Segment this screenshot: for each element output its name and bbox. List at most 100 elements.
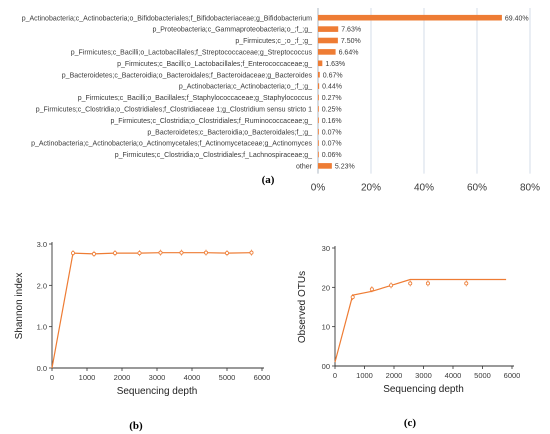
- x-tick-label: 1000: [356, 371, 373, 380]
- chart-a-bar: [318, 14, 502, 21]
- chart-a-value-label: 0.67%: [323, 72, 343, 79]
- data-point: [249, 250, 254, 255]
- chart-a-bar: [318, 37, 338, 44]
- data-point: [408, 281, 413, 286]
- x-tick-label: 2000: [114, 373, 131, 382]
- data-point: [137, 251, 142, 256]
- y-axis-label: Observed OTUs: [297, 271, 308, 343]
- data-point: [425, 281, 430, 286]
- chart-a-bar: [318, 128, 319, 135]
- chart-a-category-label: p_Actinobacteria;c_Actinobacteria;o_Bifi…: [22, 15, 312, 22]
- x-tick-label: 6000: [504, 371, 521, 380]
- x-tick-label: 0: [333, 371, 337, 380]
- x-tick-label: 1000: [79, 373, 96, 382]
- x-axis-label: Sequencing depth: [117, 386, 198, 397]
- chart-a-value-label: 0.27%: [322, 95, 342, 102]
- chart-a-bar: [318, 94, 319, 101]
- chart-a-category-labels: p_Actinobacteria;c_Actinobacteria;o_Bifi…: [22, 15, 313, 170]
- x-tick-label: 4000: [184, 373, 201, 382]
- x-tick-label: 5000: [219, 373, 236, 382]
- panel-label-b: (b): [129, 420, 143, 432]
- chart-a-value-label: 6.64%: [339, 50, 359, 57]
- chart-a-value-label: 69.40%: [505, 15, 529, 22]
- y-tick-label: 2.0: [37, 281, 47, 290]
- chart-a-category-label: p_Bacteroidetes;c_Bacteroidia;o_Bacteroi…: [147, 129, 312, 136]
- chart-a-value-label: 0.06%: [322, 152, 342, 159]
- x-tick-label: 5000: [474, 371, 491, 380]
- chart-a-category-label: p_Firmicutes;c_Clostridia;o_Clostridiale…: [36, 107, 312, 114]
- chart-a-category-label: p_Firmicutes;c_Clostridia;o_Clostridiale…: [115, 152, 312, 159]
- chart-a-x-tick: 40%: [414, 183, 434, 194]
- y-tick-label: 30: [322, 244, 330, 253]
- chart-a-category-label: p_Actinobacteria;c_Actinobacteria;o_;f_;…: [179, 84, 312, 91]
- chart-a-category-label: p_Firmicutes;c_Bacilli;o_Lactobacillales…: [117, 61, 312, 68]
- chart-a-bar: [318, 163, 332, 169]
- chart-a-category-label: p_Actinobacteria;c_Actinobacteria;o_Acti…: [31, 141, 312, 148]
- chart-a-value-label: 5.23%: [335, 164, 355, 171]
- data-point: [71, 251, 76, 256]
- y-axis-label: Shannon index: [14, 273, 25, 340]
- data-point: [224, 251, 229, 256]
- chart-a-bar: [318, 140, 319, 146]
- data-point: [113, 251, 118, 256]
- chart-a-x-tick: 0%: [311, 183, 326, 194]
- chart-a-category-label: p_Firmicutes;c_;o_;f_;g_: [235, 38, 312, 45]
- x-tick-label: 3000: [415, 371, 432, 380]
- chart-a-value-labels: 69.40% 7.63% 7.50% 6.64% 1.63% 0.67% 0.44% 0.27…: [322, 15, 529, 170]
- chart-a-category-label: p_Firmicutes;c_Clostridia;o_Clostridiale…: [110, 118, 312, 125]
- chart-a-gridlines: [317, 8, 531, 174]
- data-point: [203, 250, 208, 255]
- x-tick-label: 4000: [445, 371, 462, 380]
- chart-a-category-label: p_Firmicutes;c_Bacilli;o_Bacillales;f_St…: [78, 95, 313, 102]
- chart-a-x-tick: 80%: [520, 183, 540, 194]
- chart-a-bar: [318, 117, 319, 124]
- chart-a-bar: [318, 26, 339, 32]
- y-tick-label: 00: [322, 362, 330, 371]
- chart-a-bar: [318, 49, 336, 55]
- data-point: [179, 250, 184, 255]
- chart-a-value-label: 0.16%: [322, 118, 342, 125]
- chart-a-bar: [318, 106, 319, 112]
- chart-a-category-label: p_Proteobacteria;c_Gammaproteobacteria;o…: [152, 27, 312, 34]
- y-tick-label: 1.0: [37, 323, 47, 332]
- panel-label-c: (c): [404, 417, 417, 429]
- chart-a-value-label: 7.50%: [341, 38, 361, 45]
- chart-a-category-label: p_Bacteroidetes;c_Bacteroidia;o_Bacteroi…: [62, 72, 313, 79]
- panel-label-a: (a): [262, 174, 275, 186]
- chart-a-value-label: 0.07%: [322, 141, 342, 148]
- y-tick-label: 3.0: [37, 240, 47, 249]
- chart-a-value-label: 0.44%: [322, 84, 342, 91]
- chart-b-shannon: 0.0 1.0 2.0 3.0 0 1000 2000 3000 4000 5000 6000 Seq…: [14, 240, 270, 397]
- y-tick-label: 20: [322, 283, 330, 292]
- chart-a-bar: [318, 71, 320, 78]
- chart-a-bars: [318, 14, 502, 169]
- chart-a-value-label: 1.63%: [325, 61, 345, 68]
- chart-a-bar: [318, 83, 320, 89]
- series-line: [334, 278, 507, 363]
- x-tick-label: 3000: [149, 373, 166, 382]
- data-point: [350, 295, 355, 300]
- chart-a-category-label: p_Firmicutes;c_Bacilli;o_Lactobacillales…: [71, 50, 313, 57]
- series-line: [51, 252, 252, 369]
- chart-a-x-ticks: 0% 20% 40% 60% 80%: [311, 183, 540, 194]
- chart-c-otus: 00 10 20 30 0 1000 2000 3000 4000 5000 6000 Sequenc…: [297, 244, 520, 395]
- y-tick-label: 10: [322, 323, 330, 332]
- data-point: [389, 283, 394, 288]
- chart-a-bar: [318, 60, 323, 67]
- chart-a-value-label: 0.07%: [322, 129, 342, 136]
- x-tick-label: 0: [50, 373, 54, 382]
- x-axis-label: Sequencing depth: [383, 384, 464, 395]
- x-tick-label: 2000: [386, 371, 403, 380]
- chart-a-abundance: p_Actinobacteria;c_Actinobacteria;o_Bifi…: [22, 8, 540, 194]
- chart-a-value-label: 0.25%: [322, 107, 342, 114]
- chart-a-bar: [318, 151, 319, 158]
- data-point: [158, 250, 163, 255]
- data-point: [369, 287, 374, 292]
- chart-a-category-label: other: [296, 164, 313, 171]
- chart-a-x-tick: 60%: [467, 183, 487, 194]
- chart-a-value-label: 7.63%: [341, 27, 361, 34]
- y-tick-label: 0.0: [37, 364, 47, 373]
- data-point: [464, 281, 469, 286]
- chart-a-x-tick: 20%: [361, 183, 381, 194]
